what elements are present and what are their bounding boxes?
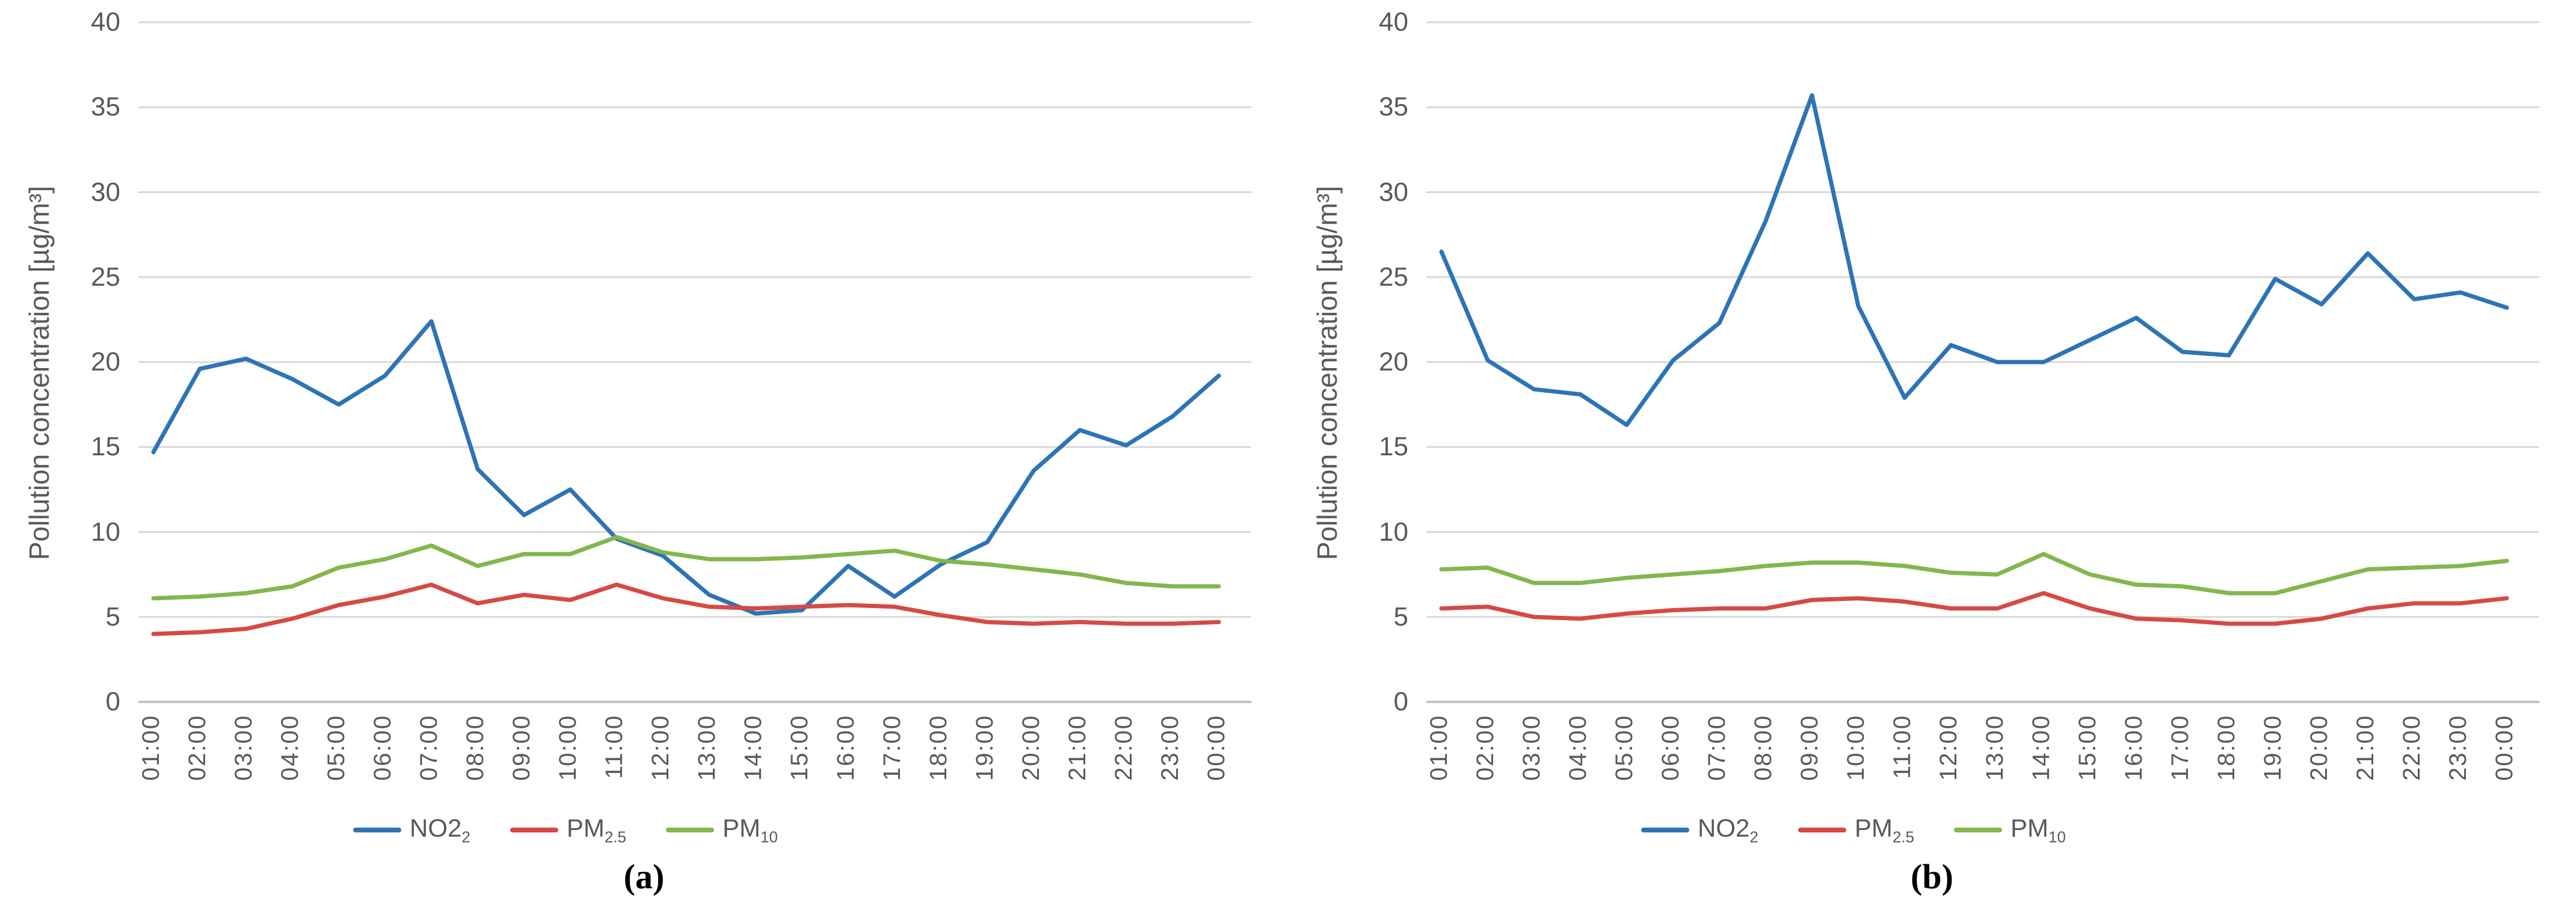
x-tick-label: 02:00	[184, 715, 211, 781]
y-tick-label: 40	[91, 7, 120, 37]
legend-item-pm25: PM2.5	[510, 814, 626, 846]
x-tick-label: 02:00	[1472, 715, 1499, 781]
chart-panel-b: Pollution concentration [µg/m³] 0 5 10 15 20…	[1288, 0, 2576, 907]
legend-line-swatch	[353, 827, 402, 832]
x-tick-label: 13:00	[694, 715, 720, 781]
series-line-no2	[151, 319, 1221, 616]
x-tick-label: 03:00	[1518, 715, 1545, 781]
x-tick-label: 14:00	[2028, 715, 2054, 781]
y-tick-label: 25	[91, 262, 120, 292]
x-tick-label: 06:00	[1657, 715, 1684, 781]
y-tick-label: 15	[91, 432, 120, 462]
y-tick-label: 40	[1379, 7, 1408, 37]
x-tick-label: 04:00	[1565, 715, 1591, 781]
x-tick-label: 22:00	[2399, 715, 2425, 781]
x-tick-label: 07:00	[1704, 715, 1730, 781]
legend-label: NO22	[410, 813, 470, 846]
legend-line-swatch	[1954, 827, 2003, 832]
x-tick-label: 13:00	[1982, 715, 2008, 781]
legend-label: PM10	[2011, 813, 2066, 846]
y-tick-label: 0	[105, 687, 120, 716]
legend-item-pm10: PM10	[1954, 814, 2066, 846]
y-tick-label: 0	[1393, 687, 1408, 716]
series-line-no2	[1439, 93, 2509, 427]
x-tick-label: 18:00	[925, 715, 952, 781]
y-tick-label: 35	[1379, 92, 1408, 122]
x-tick-label: 03:00	[230, 715, 257, 781]
y-tick-label: 30	[1379, 177, 1408, 207]
legend-item-pm25: PM2.5	[1798, 814, 1914, 846]
x-tick-label: 11:00	[601, 715, 627, 779]
legend-label: PM10	[723, 813, 778, 846]
x-tick-label: 21:00	[2352, 715, 2379, 781]
legend: NO22 PM2.5 PM10	[9, 812, 1122, 848]
x-tick-label: 10:00	[1843, 715, 1869, 781]
x-tick-label: 08:00	[1750, 715, 1776, 781]
x-tick-label: 23:00	[2445, 715, 2471, 781]
x-tick-label: 01:00	[138, 715, 164, 781]
plot-area	[138, 21, 1251, 703]
panel-caption-b: (b)	[1911, 857, 1953, 896]
x-tick-label: 07:00	[416, 715, 442, 781]
x-tick-label: 01:00	[1426, 715, 1452, 781]
x-tick-label: 05:00	[323, 715, 350, 781]
legend: NO22 PM2.5 PM10	[1297, 812, 2410, 848]
x-tick-label: 08:00	[462, 715, 488, 781]
legend-line-swatch	[666, 827, 715, 832]
y-tick-label: 5	[1393, 601, 1408, 632]
y-tick-label: 10	[1379, 517, 1408, 547]
x-tick-label: 16:00	[2121, 715, 2147, 781]
x-tick-label: 20:00	[2306, 715, 2332, 781]
x-tick-label: 05:00	[1611, 715, 1638, 781]
x-tick-label: 23:00	[1157, 715, 1183, 781]
y-tick-label: 10	[91, 517, 120, 547]
legend-label: PM2.5	[566, 813, 627, 846]
x-tick-label: 19:00	[972, 715, 998, 781]
x-tick-label: 15:00	[786, 715, 813, 781]
x-tick-label: 21:00	[1064, 715, 1091, 781]
x-tick-label: 10:00	[555, 715, 581, 781]
legend-item-pm10: PM10	[666, 814, 778, 846]
x-tick-label: 11:00	[1889, 715, 1915, 779]
y-tick-label: 5	[105, 601, 120, 632]
legend-line-swatch	[510, 827, 558, 832]
x-tick-label: 17:00	[879, 715, 905, 781]
y-tick-label: 15	[1379, 432, 1408, 462]
x-tick-label: 20:00	[1018, 715, 1044, 781]
plot-area	[1426, 21, 2539, 703]
x-tick-label: 00:00	[2491, 715, 2518, 781]
legend-item-no22: NO22	[1641, 814, 1758, 846]
x-tick-label: 12:00	[1935, 715, 1962, 781]
series-line-pm	[1439, 591, 2509, 626]
x-tick-label: 16:00	[833, 715, 859, 781]
x-tick-label: 00:00	[1203, 715, 1230, 781]
x-tick-label: 17:00	[2167, 715, 2193, 781]
x-tick-label: 09:00	[1796, 715, 1823, 781]
y-tick-label: 25	[1379, 262, 1408, 292]
panel-caption-a: (a)	[623, 857, 665, 896]
x-tick-label: 04:00	[277, 715, 303, 781]
x-tick-label: 19:00	[2260, 715, 2286, 781]
legend-item-no22: NO22	[353, 814, 470, 846]
y-tick-label: 20	[91, 347, 120, 377]
x-tick-label: 22:00	[1111, 715, 1137, 781]
series-line-pm	[1439, 552, 2509, 595]
y-tick-label: 30	[91, 177, 120, 207]
x-tick-label: 06:00	[369, 715, 396, 781]
chart-panel-a: Pollution concentration [µg/m³] 0 5 10 15 20…	[9, 7, 1251, 896]
legend-label: NO22	[1698, 813, 1758, 846]
legend-line-swatch	[1641, 827, 1690, 832]
y-tick-label: 20	[1379, 347, 1408, 377]
series-line-pm	[151, 535, 1221, 601]
x-tick-label: 18:00	[2213, 715, 2240, 781]
x-tick-label: 12:00	[647, 715, 674, 781]
x-tick-label: 15:00	[2074, 715, 2101, 781]
legend-label: PM2.5	[1854, 813, 1915, 846]
y-tick-label: 35	[91, 92, 120, 122]
legend-line-swatch	[1798, 827, 1846, 832]
x-tick-label: 09:00	[508, 715, 535, 781]
x-tick-label: 14:00	[740, 715, 766, 781]
series-line-pm	[151, 582, 1221, 636]
